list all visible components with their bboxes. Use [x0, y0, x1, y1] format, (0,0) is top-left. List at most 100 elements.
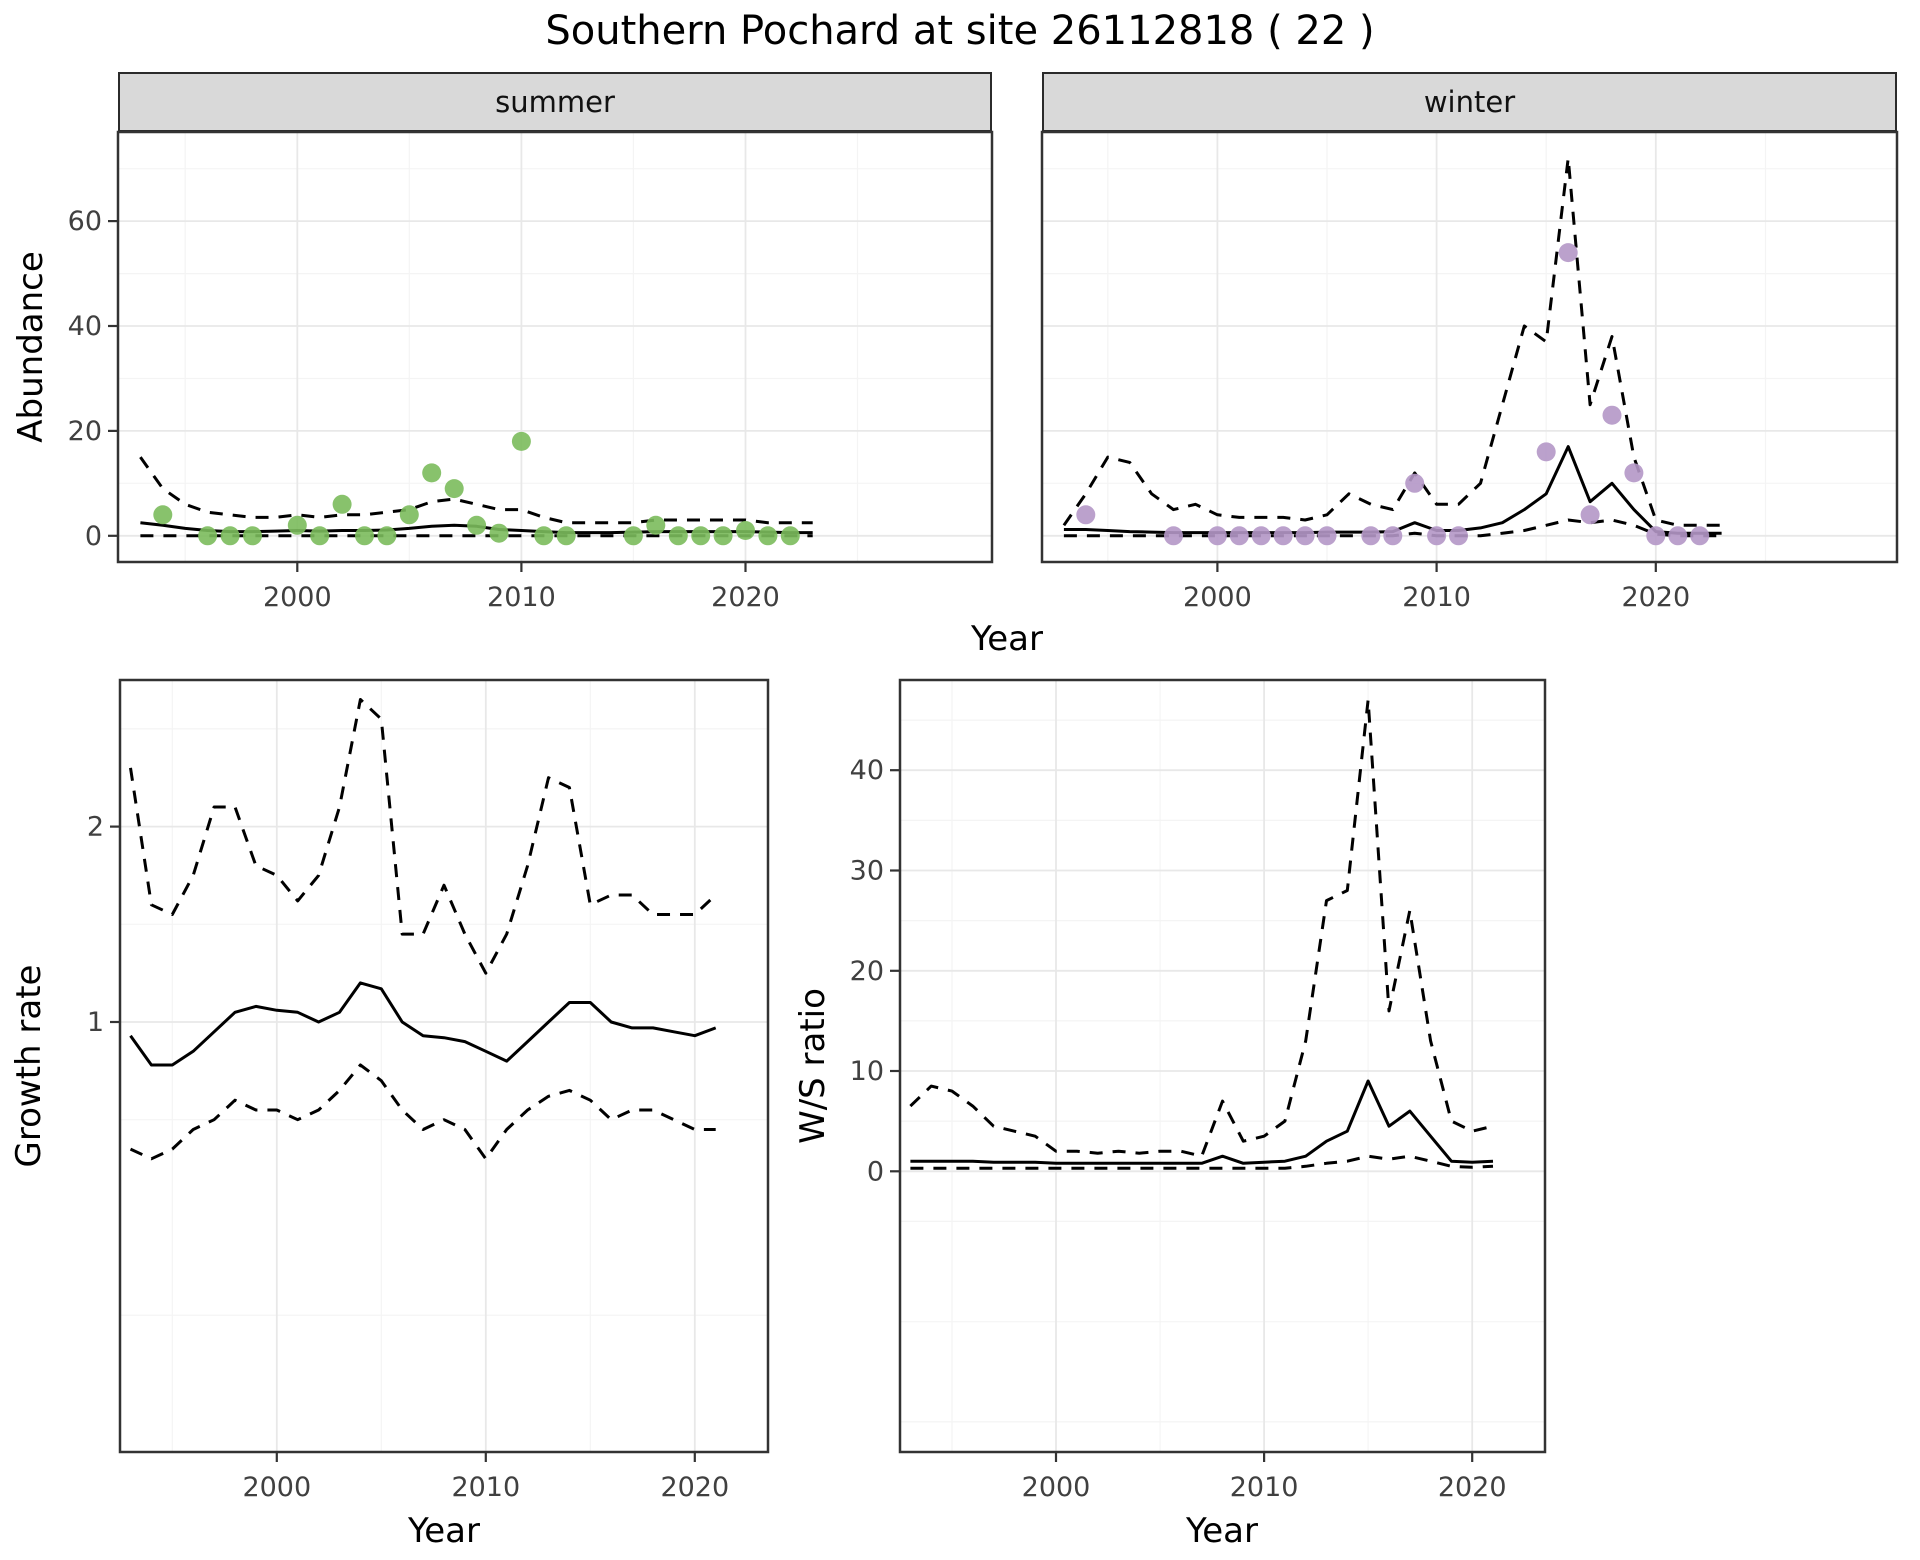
y-tick-label: 0 [867, 1156, 884, 1187]
ci-upper-line [1062, 156, 1722, 527]
series-group [139, 431, 813, 546]
x-tick-label: 2000 [1183, 582, 1252, 613]
year-axis-label-top: Year [970, 619, 1043, 659]
observed-count-point [534, 526, 554, 546]
panel-border [1040, 130, 1899, 564]
y-tick-label: 40 [850, 755, 884, 786]
ci-upper-line [909, 698, 1494, 1158]
x-tick-label: 2010 [487, 582, 556, 613]
observed-count-point [153, 505, 173, 525]
observed-count-point [1164, 526, 1183, 546]
figure-title: Southern Pochard at site 26112818 ( 22 ) [545, 8, 1375, 54]
winter-abundance-panel: 2000 2010 2020 [1040, 130, 1899, 613]
observed-count-point [489, 523, 509, 543]
observed-count-point [1076, 505, 1096, 525]
observed-count-point [444, 479, 464, 499]
observed-count-point [1668, 526, 1688, 546]
x-tick-label: 2020 [660, 1472, 729, 1503]
observed-count-point [1558, 243, 1578, 263]
facet-strip-summer: summer [118, 72, 992, 132]
y-tick-label: 2 [87, 812, 104, 843]
growth-rate-panel: 2000 2010 2020 1 2 [87, 678, 770, 1503]
x-tick-label: 2020 [711, 582, 780, 613]
x-tick-label: 2000 [242, 1472, 311, 1503]
ci-lower-line [129, 1063, 716, 1161]
observed-count-point [646, 515, 666, 535]
observed-count-point [198, 526, 218, 546]
x-tick-label: 2020 [1621, 582, 1690, 613]
panel-border [118, 678, 770, 1454]
ws-ratio-axis-label: W/S ratio [793, 988, 833, 1144]
y-tick-label: 10 [850, 1056, 884, 1087]
y-tick-label: 0 [85, 521, 102, 552]
observed-count-point [1361, 526, 1381, 546]
observed-count-point [467, 515, 487, 535]
y-tick-label: 20 [850, 956, 884, 987]
observed-count-point [1536, 442, 1556, 462]
observed-count-point [1383, 526, 1403, 546]
panel-background [118, 132, 992, 562]
observed-count-point [556, 526, 576, 546]
observed-count-point [668, 526, 688, 546]
series-group [909, 698, 1494, 1170]
observed-count-point [1207, 526, 1227, 546]
observed-count-point [1229, 526, 1249, 546]
observed-count-point [758, 526, 778, 546]
y-tick-label: 20 [68, 416, 102, 447]
observed-count-point [713, 526, 733, 546]
observed-count-point [355, 526, 374, 546]
observed-count-point [1690, 526, 1710, 546]
facet-label-summer: summer [495, 85, 615, 119]
summer-abundance-panel: 2000 2010 2020 0 20 40 60 [68, 130, 994, 613]
observed-count-point [1251, 526, 1271, 546]
observed-count-point [332, 494, 352, 514]
observed-count-point [780, 526, 800, 546]
series-group [129, 698, 717, 1161]
series-group [1062, 156, 1722, 546]
observed-count-point [399, 505, 419, 525]
observed-count-point [1295, 526, 1315, 546]
observed-count-point [377, 526, 397, 546]
observed-count-point [1405, 473, 1425, 493]
observed-count-point [243, 526, 262, 546]
observed-count-point [691, 526, 711, 546]
x-tick-label: 2010 [451, 1472, 520, 1503]
panel-background [1042, 132, 1897, 562]
observed-count-point [1449, 526, 1468, 546]
panel-background [900, 680, 1545, 1452]
facet-label-winter: winter [1423, 85, 1516, 119]
observed-count-point [1580, 505, 1600, 525]
observed-count-point [1273, 526, 1293, 546]
year-axis-label-bottom-left: Year [407, 1511, 480, 1551]
x-tick-label: 2020 [1438, 1472, 1507, 1503]
observed-count-point [1646, 526, 1666, 546]
y-tick-label: 30 [850, 856, 884, 887]
observed-count-point [220, 526, 240, 546]
panel-border [116, 130, 994, 564]
model-fit-line [129, 981, 717, 1067]
observed-count-point [310, 526, 330, 546]
observed-count-point [1602, 405, 1622, 425]
x-tick-label: 2000 [1022, 1472, 1091, 1503]
model-fit-line [910, 1079, 1494, 1165]
observed-count-point [1427, 526, 1447, 546]
observed-count-point [623, 526, 643, 546]
abundance-axis-label: Abundance [11, 251, 51, 443]
panel-background [120, 680, 768, 1452]
ci-lower-line [910, 1154, 1494, 1170]
y-tick-label: 60 [68, 206, 102, 237]
x-tick-label: 2010 [1402, 582, 1471, 613]
y-tick-label: 1 [87, 1007, 104, 1038]
facet-strip-winter: winter [1042, 72, 1897, 132]
x-tick-label: 2010 [1230, 1472, 1299, 1503]
year-axis-label-bottom-right: Year [1185, 1511, 1258, 1551]
growth-rate-axis-label: Growth rate [9, 965, 49, 1168]
panel-border [898, 678, 1547, 1454]
y-tick-label: 40 [68, 311, 102, 342]
observed-count-point [511, 431, 531, 451]
ws-ratio-panel: 2000 2010 2020 0 10 20 30 40 [850, 678, 1547, 1503]
observed-count-point [422, 463, 442, 483]
observed-count-point [736, 521, 755, 540]
